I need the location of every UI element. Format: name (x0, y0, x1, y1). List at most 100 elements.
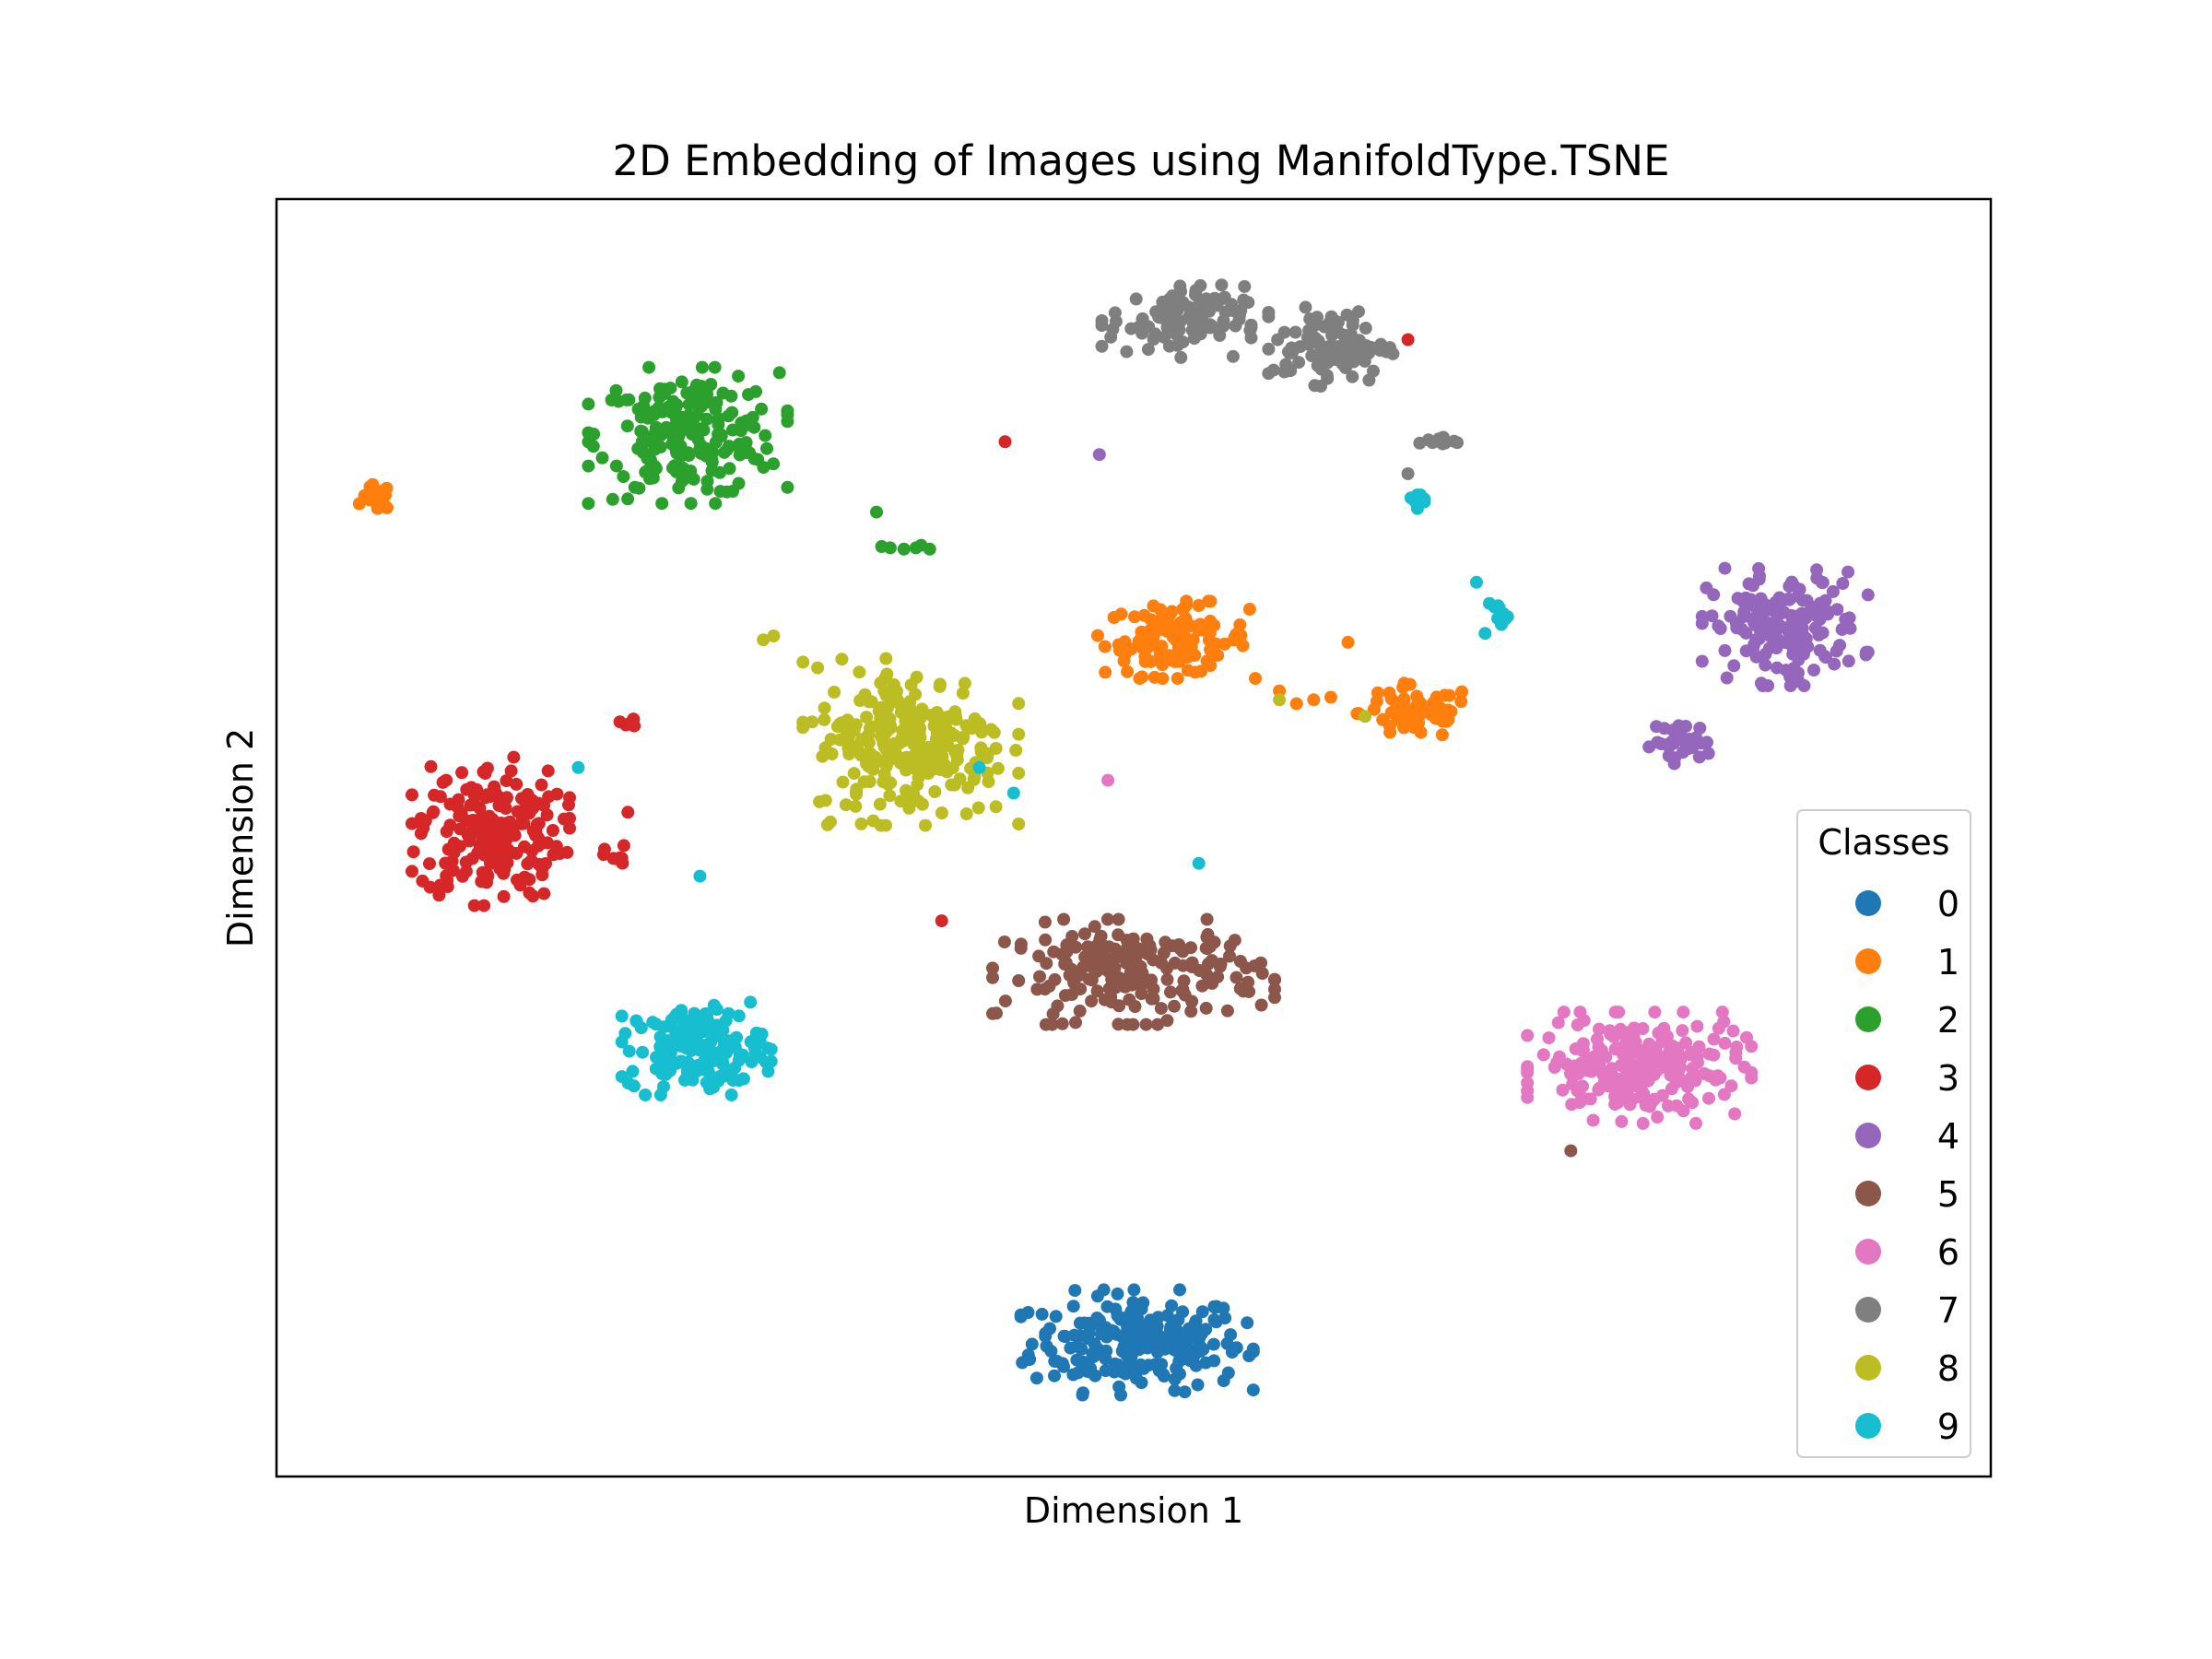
point-class-4 (1835, 622, 1849, 636)
point-class-0 (1157, 1368, 1171, 1382)
point-class-0 (1077, 1316, 1091, 1330)
point-class-6 (1592, 1083, 1606, 1097)
point-class-4 (1807, 664, 1820, 677)
point-class-9 (732, 1009, 746, 1023)
point-class-5 (1114, 950, 1128, 964)
point-class-9 (626, 1065, 640, 1078)
point-class-8 (933, 677, 947, 691)
point-class-1 (1233, 618, 1247, 631)
point-class-8 (841, 733, 855, 747)
point-class-4 (1769, 595, 1783, 609)
point-class-8 (900, 794, 913, 806)
point-class-7 (1325, 328, 1339, 342)
point-class-8 (971, 801, 985, 815)
legend-marker-0 (1855, 890, 1881, 916)
point-class-1 (1208, 638, 1221, 652)
point-class-2 (675, 375, 688, 389)
point-class-2 (747, 420, 761, 434)
point-class-1 (1098, 640, 1112, 653)
point-class-9 (707, 998, 721, 1012)
point-class-7 (1194, 307, 1206, 320)
point-class-6 (1689, 1116, 1702, 1130)
point-class-8 (912, 743, 926, 757)
legend-label-4: 4 (1937, 1116, 1959, 1157)
point-class-4 (1749, 650, 1763, 664)
point-class-3 (433, 790, 447, 804)
point-class-9 (712, 1024, 725, 1038)
point-class-3 (463, 828, 476, 841)
point-class-8 (968, 715, 982, 729)
point-class-9 (692, 1043, 706, 1057)
point-class-3 (455, 766, 469, 780)
point-class-3 (563, 791, 576, 805)
point-class-5 (1055, 1017, 1069, 1030)
point-class-5 (1202, 957, 1215, 971)
point-class-4 (1828, 657, 1841, 671)
point-class-3 (406, 788, 418, 802)
point-class-8 (1012, 697, 1026, 711)
point-class-2 (709, 435, 723, 449)
point-class-2 (747, 452, 761, 465)
point-class-9 (715, 1053, 729, 1067)
point-class-2 (713, 485, 727, 499)
point-class-9 (688, 1030, 701, 1043)
point-class-4 (1720, 671, 1734, 685)
point-class-2 (595, 451, 609, 465)
point-class-1 (1196, 623, 1209, 637)
point-class-4 (1795, 594, 1809, 607)
point-class-5 (1131, 959, 1145, 973)
point-class-9 (664, 1019, 677, 1033)
point-class-0 (1135, 1376, 1148, 1390)
point-class-2 (897, 542, 911, 556)
point-class-5 (1140, 932, 1154, 946)
point-class-3 (474, 812, 487, 826)
point-class-0 (1123, 1354, 1136, 1368)
point-class-9 (1418, 495, 1431, 509)
point-class-0 (1111, 1287, 1124, 1300)
point-class-6 (1724, 1079, 1738, 1093)
point-class-9 (1470, 575, 1483, 589)
point-class-2 (582, 497, 595, 511)
point-class-3 (517, 840, 531, 853)
point-class-8 (824, 733, 838, 747)
point-class-3 (406, 845, 420, 859)
point-class-6 (1715, 1006, 1729, 1019)
point-class-2 (700, 482, 714, 496)
point-class-8 (950, 748, 963, 762)
point-class-3 (998, 435, 1012, 449)
point-class-8 (947, 778, 961, 792)
point-class-8 (855, 733, 868, 747)
point-class-6 (1620, 1065, 1634, 1079)
point-class-6 (1682, 1092, 1696, 1106)
point-class-8 (958, 677, 971, 690)
point-class-2 (742, 388, 755, 402)
point-class-5 (1160, 972, 1174, 986)
point-class-0 (1168, 1372, 1182, 1386)
point-class-9 (653, 1057, 667, 1071)
point-class-0 (1082, 1365, 1096, 1379)
point-class-6 (1536, 1048, 1550, 1062)
point-class-8 (930, 727, 944, 741)
point-class-0 (1076, 1388, 1089, 1402)
point-class-3 (480, 876, 493, 889)
point-class-0 (1130, 1335, 1144, 1348)
point-class-5 (1090, 984, 1104, 998)
point-class-4 (1836, 577, 1850, 590)
point-class-5 (1564, 1144, 1578, 1158)
point-class-0 (1173, 1283, 1186, 1297)
point-class-5 (1151, 1018, 1164, 1031)
point-class-4 (1752, 572, 1766, 586)
point-class-6 (1595, 1067, 1609, 1081)
point-class-0 (1068, 1284, 1082, 1298)
point-class-4 (1816, 576, 1830, 589)
point-class-7 (1106, 323, 1120, 336)
point-class-1 (1422, 700, 1436, 713)
point-class-6 (1621, 1052, 1635, 1065)
point-class-5 (998, 994, 1012, 1008)
point-class-5 (1040, 957, 1053, 971)
point-class-3 (432, 888, 446, 902)
point-class-5 (1108, 961, 1122, 975)
point-class-9 (750, 1050, 764, 1064)
point-class-9 (649, 1018, 663, 1031)
point-class-0 (1081, 1332, 1095, 1346)
